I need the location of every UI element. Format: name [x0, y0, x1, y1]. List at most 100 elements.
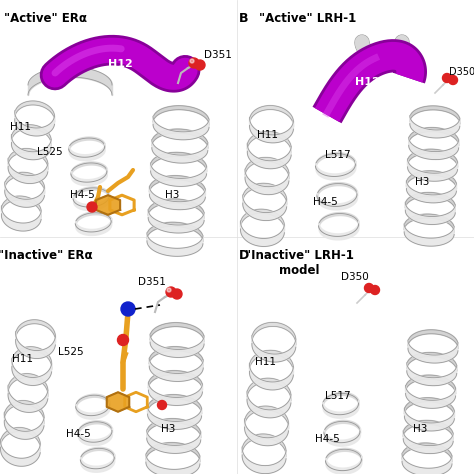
Polygon shape [407, 181, 456, 203]
Polygon shape [247, 391, 291, 418]
Polygon shape [147, 394, 201, 414]
Circle shape [371, 285, 380, 294]
Bar [237, 237, 474, 474]
Polygon shape [407, 363, 457, 386]
Polygon shape [407, 352, 457, 371]
Polygon shape [148, 382, 202, 405]
Polygon shape [148, 199, 204, 219]
Polygon shape [247, 143, 291, 169]
Circle shape [448, 75, 457, 84]
Polygon shape [247, 131, 291, 153]
Text: H4-5: H4-5 [65, 429, 91, 439]
Text: H3: H3 [161, 424, 175, 434]
Text: H11: H11 [12, 354, 33, 364]
Text: L525: L525 [37, 147, 63, 157]
Polygon shape [242, 447, 286, 474]
Circle shape [157, 401, 166, 410]
Polygon shape [249, 350, 293, 373]
Circle shape [189, 58, 199, 68]
Bar [0, 237, 237, 474]
Text: D350: D350 [449, 67, 474, 77]
Polygon shape [0, 439, 40, 466]
Polygon shape [245, 406, 289, 429]
Text: D351: D351 [204, 50, 232, 60]
Text: H4-5: H4-5 [315, 434, 339, 444]
Text: H3: H3 [165, 190, 179, 200]
Polygon shape [243, 183, 287, 205]
Circle shape [121, 302, 135, 316]
Polygon shape [407, 171, 456, 189]
Polygon shape [152, 129, 208, 148]
Polygon shape [245, 169, 289, 195]
Text: H4-5: H4-5 [70, 190, 94, 200]
Text: H11: H11 [10, 122, 31, 132]
Polygon shape [406, 375, 456, 394]
Polygon shape [250, 117, 293, 143]
Polygon shape [15, 111, 55, 136]
Polygon shape [240, 221, 284, 246]
Polygon shape [8, 158, 48, 183]
Text: H3: H3 [413, 424, 427, 434]
Polygon shape [8, 148, 48, 170]
Polygon shape [243, 195, 287, 220]
Polygon shape [408, 159, 457, 181]
Polygon shape [146, 454, 200, 474]
Polygon shape [4, 401, 44, 424]
Polygon shape [147, 222, 203, 242]
Circle shape [87, 202, 97, 212]
Polygon shape [0, 428, 40, 451]
Polygon shape [408, 330, 458, 349]
Polygon shape [147, 419, 201, 438]
Polygon shape [410, 116, 460, 138]
Polygon shape [148, 210, 204, 233]
Polygon shape [152, 139, 208, 163]
Circle shape [118, 335, 128, 346]
Polygon shape [249, 363, 293, 390]
Polygon shape [245, 157, 289, 179]
Polygon shape [408, 340, 458, 363]
Polygon shape [146, 443, 200, 462]
Polygon shape [5, 172, 45, 193]
Polygon shape [148, 371, 202, 390]
Polygon shape [252, 322, 296, 345]
Text: L517: L517 [325, 391, 351, 401]
Polygon shape [1, 196, 41, 217]
Text: "Active" LRH-1: "Active" LRH-1 [259, 12, 356, 25]
Text: H12: H12 [108, 59, 132, 69]
Polygon shape [149, 358, 203, 382]
Polygon shape [402, 453, 452, 474]
Polygon shape [150, 323, 204, 342]
Polygon shape [405, 202, 455, 225]
Polygon shape [150, 334, 204, 357]
Text: D350: D350 [341, 272, 369, 282]
Polygon shape [8, 374, 48, 397]
Text: "Inactive" LRH-1
model: "Inactive" LRH-1 model [245, 249, 354, 277]
Polygon shape [410, 106, 460, 124]
Polygon shape [147, 430, 201, 454]
Polygon shape [16, 320, 55, 343]
Polygon shape [250, 106, 293, 127]
Polygon shape [107, 392, 129, 412]
Polygon shape [404, 224, 454, 246]
Polygon shape [406, 385, 456, 408]
Polygon shape [242, 434, 286, 457]
Text: D351: D351 [138, 277, 166, 287]
Polygon shape [147, 406, 201, 429]
Text: H11: H11 [257, 130, 278, 140]
Polygon shape [149, 186, 205, 210]
Polygon shape [12, 346, 52, 370]
Polygon shape [404, 398, 455, 417]
Polygon shape [404, 214, 454, 232]
Polygon shape [403, 420, 453, 439]
Polygon shape [11, 125, 51, 146]
Polygon shape [149, 346, 203, 366]
Polygon shape [245, 419, 289, 446]
Circle shape [167, 288, 171, 292]
Polygon shape [151, 163, 207, 186]
Polygon shape [402, 443, 452, 462]
Polygon shape [147, 233, 203, 256]
Polygon shape [11, 135, 51, 160]
Circle shape [172, 289, 182, 299]
Polygon shape [15, 101, 55, 122]
Polygon shape [240, 209, 284, 231]
